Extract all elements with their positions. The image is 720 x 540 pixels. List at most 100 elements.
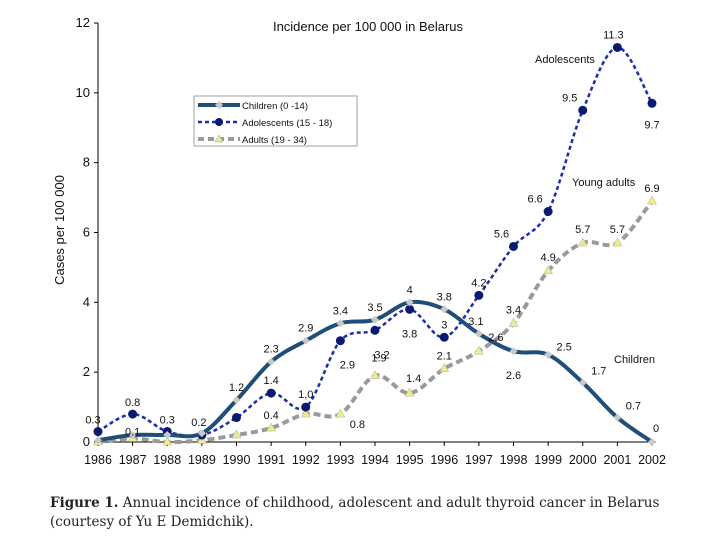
x-tick-label: 1995 [396, 453, 424, 467]
y-tick-label: 2 [83, 364, 90, 379]
point-adults [266, 422, 277, 432]
point-adults [370, 370, 380, 379]
point-children [648, 438, 656, 446]
point-adolescents [232, 413, 241, 423]
point-adults [543, 265, 554, 275]
data-label-adolescents: 1,0 [298, 389, 313, 401]
x-tick-label: 2000 [569, 453, 597, 467]
data-label-children: 2.5 [556, 342, 571, 354]
data-label-children: 3.1 [468, 316, 483, 328]
data-labels: 1.2 2.3 2.9 3.4 3.5 4 3.8 3.1 2.6 2.5 1.7 0.7 0 0.3 0.… [85, 29, 659, 438]
data-label-adults: 2.1 [437, 351, 452, 363]
data-label-adolescents: 0.3 [85, 415, 100, 427]
annotation-adolescents: Adolescents [535, 54, 595, 66]
point-adults [647, 195, 657, 205]
data-label-adolescents: 1.4 [263, 375, 278, 387]
data-label-adolescents: 9.5 [562, 92, 577, 104]
annotation-children: Children [614, 354, 655, 366]
x-tick-label: 1988 [153, 453, 181, 467]
point-adults [612, 237, 623, 247]
point-children [474, 329, 483, 338]
x-tick-label: 1992 [292, 453, 320, 467]
y-tick-label: 8 [83, 155, 90, 170]
data-label-adolescents: 5.6 [494, 228, 509, 240]
point-adolescents [647, 98, 657, 108]
x-tick-label: 1997 [465, 453, 493, 467]
x-tick-label: 1987 [119, 453, 147, 467]
point-children [578, 378, 587, 387]
point-children [440, 305, 449, 314]
caption-label: Figure 1. [50, 495, 119, 511]
point-children [371, 315, 379, 324]
chart: Incidence per 100 000 in Belarus Cases p… [52, 15, 666, 467]
data-label-children: 1.7 [591, 366, 606, 378]
axes: 0 2 4 6 8 10 12 1986 1987 1988 1989 1990 1991 1992 199… [76, 15, 666, 467]
point-adults [473, 345, 484, 355]
point-adolescents [405, 304, 415, 314]
point-children [197, 429, 206, 438]
data-label-adolescents: 3.8 [402, 328, 417, 340]
data-label-children: 0 [653, 423, 659, 435]
annotation-young-adults: Young adults [572, 177, 636, 189]
caption-text: Annual incidence of childhood, adolescen… [50, 495, 660, 530]
chart-title: Incidence per 100 000 in Belarus [273, 19, 464, 34]
data-label-adolescents: 2.9 [340, 360, 355, 372]
data-label-adults: 5.7 [575, 224, 590, 236]
point-children [128, 431, 137, 440]
data-label-adolescents: 3 [441, 319, 447, 331]
x-tick-label: 1994 [361, 453, 389, 467]
x-tick-label: 2001 [603, 453, 631, 467]
point-adolescents [370, 325, 380, 335]
y-tick-label: 12 [76, 15, 90, 30]
point-adolescents [439, 332, 449, 342]
point-adolescents [93, 427, 103, 437]
y-tick-label: 6 [83, 225, 90, 240]
x-tick-label: 1996 [430, 453, 458, 467]
data-label-adolescents: 4.2 [471, 277, 486, 289]
point-adolescents [335, 336, 345, 346]
point-adolescents [578, 105, 588, 115]
data-label-adults: 2.6 [488, 332, 503, 344]
point-adolescents [612, 42, 622, 52]
point-children [544, 350, 553, 359]
data-label-adolescents: 9.7 [644, 119, 659, 131]
point-children [94, 436, 102, 445]
data-label-children: 3.5 [367, 302, 382, 314]
data-label-adolescents: 3.2 [374, 349, 389, 361]
data-label-adolescents: 6.6 [527, 194, 542, 206]
x-tick-label: 1990 [223, 453, 251, 467]
data-label-adults: 5.7 [610, 224, 625, 236]
x-tick-label: 1991 [257, 453, 285, 467]
data-label-children: 1.2 [229, 382, 244, 394]
y-tick-label: 4 [83, 294, 90, 309]
legend-label-adults: Adults (19 - 34) [242, 135, 307, 146]
x-tick-label: 1986 [84, 453, 112, 467]
legend-marker-adults [214, 134, 224, 143]
data-label-adolescents: 0.8 [125, 397, 140, 409]
data-label-adults: 0.8 [350, 419, 365, 431]
point-children [613, 413, 622, 422]
data-label-adults: 4.9 [540, 252, 555, 264]
y-tick-label: 10 [76, 85, 90, 100]
x-tick-label: 1989 [188, 453, 216, 467]
data-label-adults: 3.4 [506, 304, 521, 316]
point-adolescents [301, 402, 311, 412]
data-label-adolescents: 0.3 [160, 415, 175, 427]
point-adults [439, 363, 450, 372]
legend-marker-adolescents [215, 118, 223, 126]
point-children [301, 336, 310, 345]
figure-caption: Figure 1. Annual incidence of childhood,… [50, 494, 690, 532]
point-children [232, 396, 241, 405]
data-label-adolescents: 11.3 [603, 29, 624, 41]
point-children [267, 357, 276, 366]
data-label-children: 4 [407, 284, 413, 296]
x-tick-label: 2002 [638, 453, 666, 467]
point-adults [231, 429, 242, 439]
x-tick-label: 1998 [500, 453, 528, 467]
legend: Children (0 -14) Adolescents (15 - 18) A… [193, 95, 358, 147]
legend-label-children: Children (0 -14) [242, 101, 308, 112]
y-tick-label: 0 [83, 434, 90, 449]
data-label-adults: 1.9 [371, 353, 386, 365]
data-label-adults: 0.4 [263, 410, 278, 422]
point-adolescents [128, 409, 138, 419]
